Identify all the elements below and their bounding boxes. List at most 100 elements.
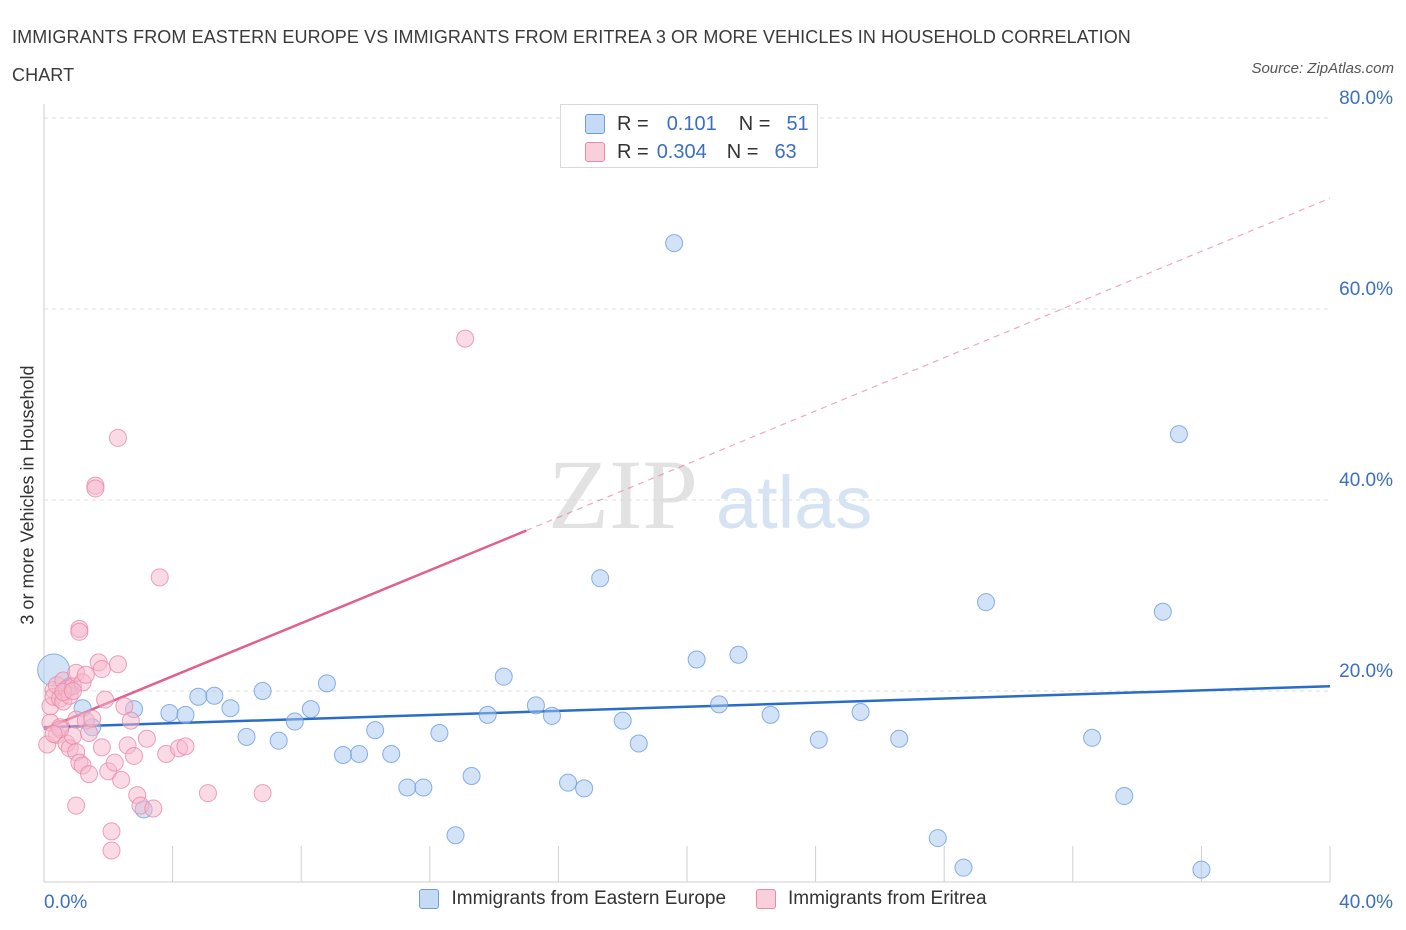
point-eritrea bbox=[70, 622, 89, 641]
point-eastern-europe bbox=[710, 695, 729, 714]
point-eastern-europe bbox=[350, 745, 369, 764]
point-eritrea bbox=[96, 690, 115, 709]
gridlines bbox=[44, 117, 1330, 692]
point-eastern-europe bbox=[446, 826, 465, 845]
trend-extension-line bbox=[526, 197, 1331, 532]
n-value: 63 bbox=[774, 140, 797, 163]
trend-line bbox=[43, 684, 1331, 729]
point-eritrea bbox=[63, 682, 82, 700]
legend-label: Immigrants from Eastern Europe bbox=[451, 888, 727, 909]
point-eastern-europe bbox=[1083, 728, 1102, 747]
point-eritrea bbox=[102, 822, 121, 841]
point-eastern-europe bbox=[333, 745, 352, 764]
trend-lines bbox=[43, 197, 1331, 731]
point-eastern-europe bbox=[221, 699, 240, 718]
point-eritrea bbox=[456, 329, 475, 348]
stats-row-eritrea: R = 0.304 N = 63 bbox=[585, 139, 797, 165]
stats-legend: R = 0.101 N = 51 R = 0.304 N = 63 bbox=[560, 104, 818, 168]
data-points bbox=[37, 234, 1211, 879]
point-eastern-europe bbox=[301, 700, 320, 719]
series-legend: Immigrants from Eastern Europe Immigrant… bbox=[0, 888, 1406, 910]
point-eastern-europe bbox=[851, 703, 870, 722]
point-eastern-europe bbox=[687, 650, 706, 669]
point-eastern-europe bbox=[591, 569, 610, 588]
stats-row-eastern-europe: R = 0.101 N = 51 bbox=[585, 111, 809, 137]
point-eastern-europe bbox=[189, 687, 208, 706]
point-eritrea bbox=[102, 841, 121, 860]
point-eastern-europe bbox=[613, 711, 632, 730]
r-label: R = bbox=[617, 140, 649, 163]
point-eritrea bbox=[108, 428, 127, 447]
point-eastern-europe bbox=[176, 705, 195, 724]
trend-line bbox=[43, 529, 527, 731]
tick-labels: 20.0% 40.0% 60.0% 80.0% 0.0% 40.0% bbox=[44, 88, 1393, 913]
watermark-zip: ZIP bbox=[548, 439, 698, 550]
point-eritrea bbox=[80, 765, 99, 784]
point-eastern-europe bbox=[1115, 787, 1134, 806]
point-eastern-europe bbox=[629, 734, 648, 753]
point-eastern-europe bbox=[526, 696, 545, 715]
r-value: 0.101 bbox=[666, 112, 717, 135]
point-eritrea bbox=[125, 746, 144, 765]
chart-title: IMMIGRANTS FROM EASTERN EUROPE VS IMMIGR… bbox=[12, 27, 1131, 85]
source-label: Source: ZipAtlas.com bbox=[1251, 60, 1394, 77]
point-eritrea bbox=[176, 737, 195, 756]
point-eastern-europe bbox=[559, 773, 578, 792]
legend-swatch-eastern-europe bbox=[419, 889, 440, 909]
point-eastern-europe bbox=[160, 703, 179, 722]
point-eritrea bbox=[44, 724, 63, 743]
n-label: N = bbox=[738, 112, 771, 135]
y-tick-label: 40.0% bbox=[1339, 470, 1393, 491]
legend-label: Immigrants from Eritrea bbox=[788, 888, 987, 909]
point-eastern-europe bbox=[317, 674, 336, 693]
legend-item-eritrea: Immigrants from Eritrea bbox=[756, 888, 987, 910]
point-eritrea bbox=[121, 711, 140, 730]
legend-swatch-eritrea bbox=[756, 889, 777, 909]
point-eastern-europe bbox=[398, 778, 417, 797]
r-value: 0.304 bbox=[656, 140, 707, 163]
point-eastern-europe bbox=[809, 730, 828, 749]
point-eritrea bbox=[150, 568, 169, 587]
point-eritrea bbox=[67, 796, 86, 815]
point-eastern-europe bbox=[928, 829, 947, 848]
point-eritrea bbox=[83, 709, 102, 728]
point-eastern-europe bbox=[382, 745, 401, 764]
r-label: R = bbox=[617, 112, 649, 135]
point-eastern-europe bbox=[1153, 602, 1172, 621]
point-eastern-europe bbox=[976, 593, 995, 612]
point-eastern-europe bbox=[890, 729, 909, 748]
point-eritrea bbox=[137, 729, 156, 748]
watermark-atlas: atlas bbox=[716, 461, 872, 544]
x-tick-label: 0.0% bbox=[44, 892, 87, 913]
point-eritrea bbox=[112, 770, 131, 789]
point-eastern-europe bbox=[253, 682, 272, 700]
point-eritrea bbox=[86, 479, 105, 498]
legend-swatch-eastern-europe bbox=[585, 114, 605, 134]
point-eastern-europe bbox=[269, 731, 288, 750]
point-eastern-europe bbox=[761, 705, 780, 724]
axes bbox=[43, 104, 1331, 883]
point-eastern-europe bbox=[462, 766, 481, 785]
x-tick-label: 40.0% bbox=[1339, 892, 1393, 913]
point-eastern-europe bbox=[366, 721, 385, 740]
point-eritrea bbox=[76, 665, 95, 684]
point-eastern-europe bbox=[575, 779, 594, 798]
point-eastern-europe bbox=[205, 686, 224, 705]
point-eastern-europe bbox=[542, 706, 561, 725]
point-eritrea bbox=[105, 753, 124, 772]
point-eastern-europe bbox=[665, 234, 684, 253]
point-eritrea bbox=[198, 784, 217, 803]
point-eritrea bbox=[92, 660, 111, 679]
point-eastern-europe bbox=[1169, 425, 1188, 444]
point-eastern-europe bbox=[478, 705, 497, 724]
y-tick-label: 80.0% bbox=[1339, 88, 1393, 109]
point-eastern-europe bbox=[729, 645, 748, 664]
point-eritrea bbox=[144, 799, 163, 818]
point-eastern-europe bbox=[494, 667, 513, 686]
point-eastern-europe bbox=[285, 712, 304, 731]
point-eritrea bbox=[108, 655, 127, 674]
n-label: N = bbox=[726, 140, 759, 163]
point-eastern-europe bbox=[414, 778, 433, 797]
point-eastern-europe bbox=[954, 858, 973, 877]
